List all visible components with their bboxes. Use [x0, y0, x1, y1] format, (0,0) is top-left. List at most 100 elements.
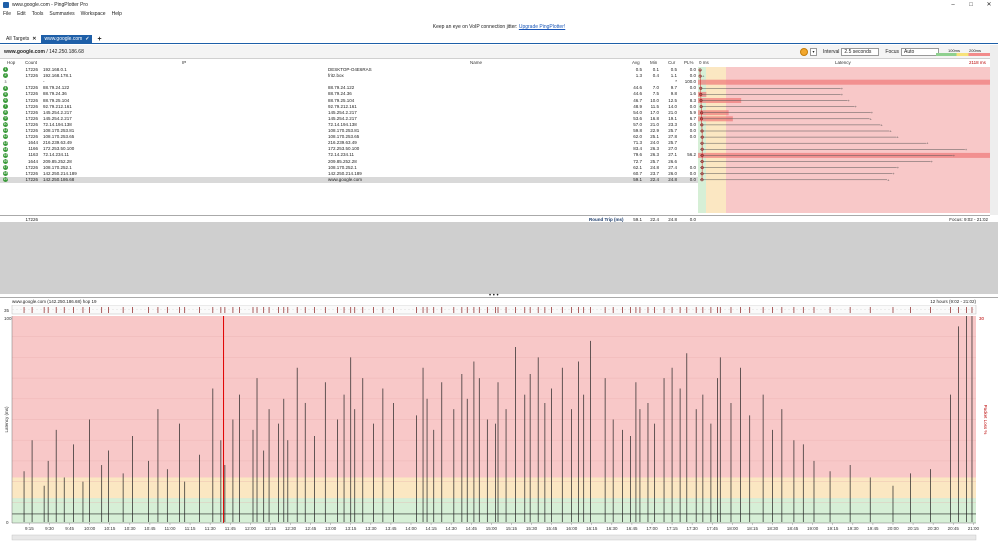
table-row[interactable]: 6 17226 88.79.25.104 88.79.25.104 46.7 10.0 12… [0, 98, 990, 104]
table-row[interactable]: 10 17226 72.14.194.138 72.14.194.138 57.0 21.… [0, 122, 990, 128]
upgrade-link[interactable]: Upgrade PingPlotter! [518, 24, 566, 30]
table-row[interactable]: 14 1166 172.253.50.100 172.253.50.100 83.4 26… [0, 146, 990, 152]
x-tick-label: 15:15 [506, 526, 518, 531]
y-strip-label: 35 [4, 308, 10, 313]
ip-cell: 209.85.252.28 [43, 158, 72, 164]
table-row[interactable]: 4 17226 88.79.24.122 88.79.24.122 44.6 7.0 9.7… [0, 85, 990, 91]
tab-all-targets[interactable]: All Targets ✕ [3, 35, 39, 43]
min-cell: 21.0 [650, 121, 659, 127]
cur-cell: 26.6 [668, 158, 677, 164]
zone-good [12, 498, 976, 523]
x-tick-label: 15:30 [526, 526, 538, 531]
col-count[interactable]: Count [25, 60, 38, 65]
close-icon[interactable]: ✕ [986, 2, 992, 8]
timeline-chart[interactable]: 100 0 35 30 Latency (ms) Packet Loss % 9:15 9:3… [0, 305, 998, 545]
cur-cell: 21.0 [668, 109, 677, 115]
x-tick-label: 18:15 [747, 526, 759, 531]
col-min[interactable]: Min [650, 60, 658, 65]
x-tick-label: 10:15 [104, 526, 116, 531]
table-row[interactable]: 11 17226 108.170.253.81 108.170.253.81 59.8 2… [0, 128, 990, 134]
col-avg[interactable]: Avg [632, 60, 640, 65]
tab-label: All Targets [6, 36, 30, 42]
col-ip[interactable]: IP [182, 60, 187, 65]
table-row[interactable]: 5 17226 88.79.24.36 88.79.24.36 44.6 7.5 9.8 1.… [0, 91, 990, 97]
avg-cell: 44.6 [633, 85, 642, 91]
col-latency[interactable]: Latency [835, 60, 851, 65]
target-host: www.google.com [4, 49, 45, 55]
x-tick-label: 16:15 [586, 526, 598, 531]
name-cell: 92.79.212.161 [328, 103, 357, 109]
cur-cell: 24.8 [668, 176, 677, 182]
table-row[interactable]: 15 1163 72.14.234.11 72.14.234.11 79.6 26.3 27… [0, 152, 990, 158]
col-cur[interactable]: Cur [668, 60, 676, 65]
menu-summaries[interactable]: Summaries [49, 11, 75, 17]
tab-label: www.google.com [44, 36, 83, 42]
x-tick-label: 14:30 [446, 526, 458, 531]
maximize-icon[interactable]: □ [969, 2, 973, 8]
add-tab-button[interactable]: + [97, 35, 102, 43]
cur-cell: 25.7 [668, 128, 677, 133]
cur-cell: 19.1 [668, 115, 677, 121]
avg-cell: 83.4 [633, 146, 642, 152]
x-tick-label: 19:15 [827, 526, 839, 531]
hop-number: 3 [3, 79, 8, 85]
pl-cell: 0.0 [689, 121, 696, 127]
chevron-down-icon[interactable]: ▾ [810, 48, 817, 56]
x-tick-label: 20:15 [907, 526, 919, 531]
table-row[interactable]: 16 1644 209.85.252.28 209.85.252.28 72.7 25.7… [0, 159, 990, 165]
min-cell: 11.5 [650, 103, 659, 109]
menu-edit[interactable]: Edit [17, 11, 26, 17]
x-tick-label: 12:45 [305, 526, 317, 531]
x-tick-label: 9:30 [45, 526, 54, 531]
x-tick-label: 18:30 [767, 526, 779, 531]
pl-cell: 0.0 [689, 67, 696, 72]
menu-workspace[interactable]: Workspace [80, 11, 106, 17]
close-tab-icon[interactable]: ✕ [32, 36, 37, 42]
col-zero: 0 ms [699, 60, 709, 65]
focus-select[interactable]: Auto [901, 48, 940, 56]
count-cell: 17226 [25, 85, 38, 91]
cur-cell: 1.1 [670, 73, 677, 79]
current-latency-path [699, 69, 703, 180]
interval-select[interactable]: 2.5 seconds [841, 48, 880, 56]
x-tick-label: 11:15 [185, 526, 196, 531]
name-cell: 172.253.50.100 [328, 146, 360, 152]
chart-range[interactable]: 12 hours (9:02 - 21:02) [930, 299, 976, 304]
ip-cell: - [43, 79, 45, 85]
table-row[interactable]: 7 17226 92.79.212.161 92.79.212.161 48.9 11.5… [0, 104, 990, 110]
col-hop[interactable]: Hop [7, 60, 16, 65]
x-tick-label: 9:15 [25, 526, 34, 531]
min-cell: 26.3 [650, 152, 659, 158]
menu-help[interactable]: Help [111, 11, 122, 17]
x-tick-label: 14:45 [466, 526, 478, 531]
splitter-grip[interactable]: • • • [489, 293, 499, 299]
col-pl[interactable]: PL% [684, 60, 694, 65]
vertical-scrollbar[interactable] [990, 45, 998, 215]
hop-number: 9 [3, 116, 8, 122]
table-row[interactable]: 3 - * 100.0 [0, 79, 990, 85]
table-row[interactable]: 19 17226 142.250.186.68 www.google.com 59.1 2… [0, 176, 990, 183]
menu-tools[interactable]: Tools [31, 11, 44, 17]
hop-number: 1 [3, 67, 8, 73]
menu-file[interactable]: File [3, 11, 12, 17]
minimize-icon[interactable]: – [951, 2, 955, 8]
horizontal-scrollbar[interactable] [11, 534, 977, 541]
interval-label: Interval [823, 49, 840, 55]
table-row[interactable]: 17 17226 108.170.252.1 108.170.252.1 62.1 24.… [0, 165, 990, 171]
x-tick-label: 20:30 [928, 526, 940, 531]
hop-number: 17 [3, 164, 8, 170]
col-name[interactable]: Name [470, 60, 483, 65]
name-cell: 145.254.2.217 [328, 115, 357, 121]
table-row[interactable]: 8 17226 145.254.2.217 145.254.2.217 54.0 17.0… [0, 110, 990, 116]
table-row[interactable]: 12 17226 108.170.253.65 108.170.253.65 62.0 2… [0, 134, 990, 140]
count-cell: 17226 [25, 115, 38, 121]
table-row[interactable]: 9 17226 145.254.2.217 145.254.2.217 53.6 16.8… [0, 116, 990, 122]
table-row[interactable]: 13 1644 216.239.63.49 216.239.63.49 71.3 24.0… [0, 140, 990, 146]
name-cell: 88.79.24.36 [328, 91, 352, 97]
tab-google[interactable]: www.google.com ✓ [41, 35, 93, 43]
table-row[interactable]: 18 17226 142.250.214.189 142.250.214.189 60.… [0, 171, 990, 177]
table-row[interactable]: 2 17226 192.168.178.1 fritz.box 1.3 0.4 1.1 0.0 [0, 73, 990, 79]
table-row[interactable]: 1 17226 192.168.0.1 DESKTOP-O4E6RAS 0.5 0.1 0.… [0, 67, 990, 73]
pause-button[interactable] [800, 48, 808, 56]
zone-warn [12, 477, 976, 499]
